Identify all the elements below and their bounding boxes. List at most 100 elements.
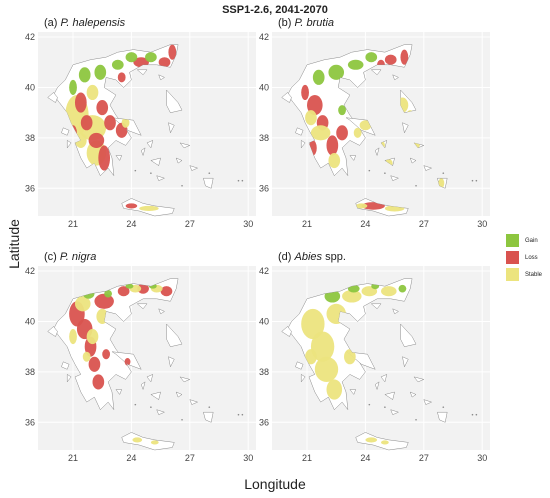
island-shape bbox=[115, 155, 123, 162]
distribution-loss-patch bbox=[80, 115, 93, 131]
panel-c-species: P. nigra bbox=[59, 251, 97, 263]
island-shape bbox=[423, 399, 433, 405]
distribution-loss-patch bbox=[137, 283, 149, 294]
distribution-stable-patch bbox=[139, 205, 159, 211]
distribution-stable-patch bbox=[305, 349, 317, 365]
legend-item-stable: Stable bbox=[506, 266, 542, 283]
lon-tick-label: 27 bbox=[185, 453, 195, 463]
island-shape bbox=[115, 389, 123, 396]
panel-d-title: (d) Abies spp. bbox=[278, 251, 346, 263]
islet-dot bbox=[208, 406, 211, 408]
islet-dot bbox=[475, 179, 478, 182]
distribution-stable-patch bbox=[310, 331, 335, 362]
island-shape bbox=[168, 356, 175, 368]
distribution-gain-patch bbox=[145, 52, 157, 63]
panel-b-prefix: (b) bbox=[278, 17, 295, 29]
lon-tick-label: 21 bbox=[302, 453, 312, 463]
islet-dot bbox=[384, 172, 386, 174]
distribution-gain-patch bbox=[312, 69, 325, 85]
island-shape bbox=[370, 69, 382, 76]
island-shape bbox=[349, 389, 357, 396]
x-axis-label: Longitude bbox=[244, 476, 306, 492]
distribution-stable-patch bbox=[121, 117, 130, 128]
distribution-layer bbox=[301, 283, 407, 445]
island-shape bbox=[402, 122, 409, 134]
lon-tick-label: 27 bbox=[419, 453, 429, 463]
panel-c-prefix: (c) bbox=[44, 251, 60, 263]
lat-tick-label: 42 bbox=[25, 32, 35, 42]
island-shape bbox=[203, 177, 214, 189]
lat-tick-label: 38 bbox=[25, 133, 35, 143]
distribution-stable-patch bbox=[353, 127, 362, 138]
island-shape bbox=[349, 155, 357, 162]
island-shape bbox=[47, 326, 58, 337]
distribution-gain-patch bbox=[328, 64, 345, 80]
island-shape bbox=[47, 92, 58, 103]
greece-outline bbox=[47, 278, 244, 451]
island-shape bbox=[156, 175, 166, 182]
distribution-stable-patch bbox=[301, 308, 325, 340]
island-shape bbox=[295, 361, 304, 370]
panel-b-species: P. brutia bbox=[294, 17, 335, 29]
distribution-stable-patch bbox=[305, 110, 317, 126]
legend-key-loss bbox=[506, 251, 519, 264]
island-shape bbox=[370, 303, 382, 310]
island-shape bbox=[392, 74, 400, 81]
lat-tick-label: 40 bbox=[25, 82, 35, 92]
island-shape bbox=[150, 391, 161, 401]
island-shape bbox=[374, 147, 380, 157]
lon-tick-label: 27 bbox=[185, 219, 195, 229]
distribution-loss-patch bbox=[384, 54, 397, 65]
island-shape bbox=[295, 127, 304, 136]
distribution-loss-patch bbox=[92, 374, 105, 390]
distribution-loss-patch bbox=[94, 293, 114, 309]
island-shape bbox=[175, 391, 183, 398]
island-shape bbox=[423, 165, 433, 171]
lon-tick-label: 30 bbox=[477, 453, 487, 463]
island-shape bbox=[156, 409, 166, 416]
panel-a-species: P. halepensis bbox=[60, 17, 126, 29]
island-shape bbox=[300, 373, 306, 383]
distribution-stable-patch bbox=[328, 152, 341, 169]
distribution-loss-patch bbox=[336, 125, 348, 141]
distribution-loss-patch bbox=[301, 84, 309, 101]
distribution-gain-patch bbox=[104, 289, 112, 298]
lat-tick-label: 36 bbox=[25, 417, 35, 427]
panel-b-title: (b) P. brutia bbox=[278, 17, 334, 29]
island-shape bbox=[390, 409, 400, 416]
island-shape bbox=[281, 92, 292, 103]
lon-tick-label: 24 bbox=[126, 453, 136, 463]
islet-dot bbox=[208, 172, 211, 174]
lon-tick-label: 24 bbox=[360, 219, 370, 229]
island-shape bbox=[158, 308, 166, 315]
legend-label-loss: Loss bbox=[525, 254, 538, 261]
island-shape bbox=[61, 361, 70, 370]
islet-dot bbox=[368, 403, 371, 406]
islet-dot bbox=[241, 179, 244, 182]
island-shape bbox=[409, 391, 417, 398]
islet-dot bbox=[475, 413, 478, 416]
island-shape bbox=[168, 122, 175, 134]
distribution-loss-patch bbox=[361, 202, 385, 210]
distribution-stable-patch bbox=[150, 440, 159, 445]
map-panel-b: 42 40 38 36 21 24 27 30 bbox=[259, 32, 490, 229]
island-shape bbox=[150, 157, 161, 167]
distribution-stable-patch bbox=[355, 203, 368, 209]
lon-tick-label: 21 bbox=[302, 219, 312, 229]
distribution-loss-patch bbox=[88, 132, 105, 148]
distribution-loss-patch bbox=[88, 356, 101, 372]
islet-dot bbox=[471, 413, 474, 416]
island-shape bbox=[136, 69, 148, 76]
legend-label-gain: Gain bbox=[525, 237, 538, 244]
distribution-loss-patch bbox=[117, 286, 130, 297]
island-shape bbox=[384, 391, 395, 401]
islet-dot bbox=[181, 418, 183, 421]
distribution-stable-patch bbox=[69, 329, 77, 345]
distribution-loss-patch bbox=[158, 57, 171, 68]
islet-dot bbox=[134, 403, 137, 406]
distribution-loss-patch bbox=[168, 44, 177, 60]
distribution-stable-patch bbox=[342, 289, 362, 303]
lat-tick-label: 42 bbox=[259, 266, 269, 276]
lat-tick-label: 36 bbox=[25, 183, 35, 193]
distribution-gain-patch bbox=[338, 105, 346, 116]
